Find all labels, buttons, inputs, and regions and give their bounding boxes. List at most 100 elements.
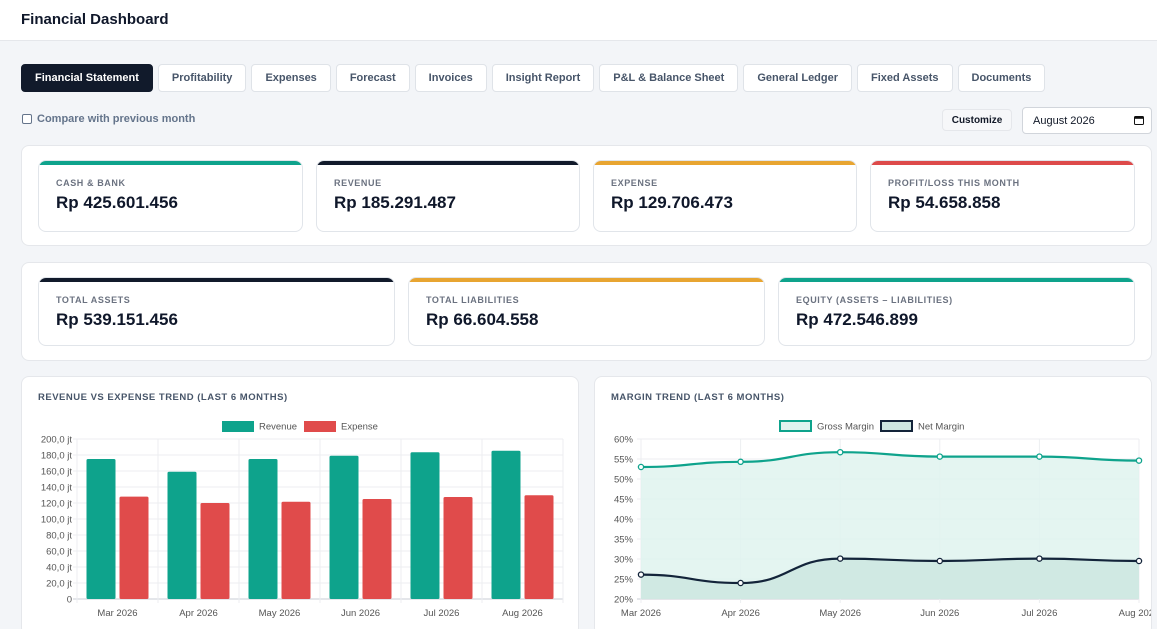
expense-bar <box>281 501 311 599</box>
compare-checkbox[interactable] <box>22 114 32 124</box>
kpi-card-total-liabilities: TOTAL LIABILITIES Rp 66.604.558 <box>408 277 765 346</box>
x-tick-label: May 2026 <box>819 608 861 619</box>
x-tick-label: Apr 2026 <box>179 608 218 619</box>
kpi-label: PROFIT/LOSS THIS MONTH <box>888 178 1020 188</box>
kpi-value: Rp 66.604.558 <box>426 310 539 329</box>
y-tick-label: 0 <box>67 595 72 606</box>
kpi-value: Rp 472.546.899 <box>796 310 918 329</box>
x-tick-label: Aug 2026 <box>1119 608 1152 619</box>
y-tick-label: 80,0 jt <box>46 531 72 542</box>
y-tick-label: 55% <box>614 455 634 466</box>
revenue-bar <box>248 459 278 599</box>
compare-toggle[interactable]: Compare with previous month <box>22 113 195 125</box>
x-tick-label: Mar 2026 <box>621 608 661 619</box>
revenue-bar <box>410 452 440 599</box>
x-tick-label: May 2026 <box>259 608 301 619</box>
top-bar: Financial Dashboard <box>0 0 1157 41</box>
y-tick-label: 30% <box>614 555 634 566</box>
y-tick-label: 40% <box>614 515 634 526</box>
tab-profitability[interactable]: Profitability <box>157 64 247 92</box>
chart-title: REVENUE VS EXPENSE TREND (LAST 6 MONTHS) <box>38 392 288 403</box>
data-point <box>637 571 645 578</box>
tab-pl-balance-sheet[interactable]: P&L & Balance Sheet <box>599 64 739 92</box>
y-tick-label: 20,0 jt <box>46 579 72 590</box>
month-picker[interactable]: August 2026 <box>1022 107 1152 134</box>
revenue-bar <box>491 450 521 599</box>
y-tick-label: 45% <box>614 495 634 506</box>
calendar-icon[interactable] <box>1134 115 1144 125</box>
data-point <box>1036 453 1043 460</box>
kpi-label: CASH & BANK <box>56 178 126 188</box>
legend-label: Net Margin <box>918 422 964 433</box>
kpi-card-expense: EXPENSE Rp 129.706.473 <box>593 160 857 232</box>
y-tick-label: 160,0 jt <box>41 467 73 478</box>
kpi-card-revenue: REVENUE Rp 185.291.487 <box>316 160 580 232</box>
kpi-card-profit-loss: PROFIT/LOSS THIS MONTH Rp 54.658.858 <box>870 160 1135 232</box>
kpi-accent <box>594 161 856 165</box>
kpi-value: Rp 425.601.456 <box>56 193 178 212</box>
kpi-value: Rp 54.658.858 <box>888 193 1001 212</box>
revenue-bar <box>86 459 116 599</box>
kpi-label: TOTAL LIABILITIES <box>426 295 520 305</box>
kpi-accent <box>39 278 394 282</box>
kpi-label: REVENUE <box>334 178 382 188</box>
x-tick-label: Jul 2026 <box>1021 608 1057 619</box>
tab-bar: Financial Statement Profitability Expens… <box>21 64 1046 92</box>
tab-invoices[interactable]: Invoices <box>414 64 487 92</box>
tab-forecast[interactable]: Forecast <box>335 64 410 92</box>
legend-label: Expense <box>341 422 378 433</box>
kpi-label: EXPENSE <box>611 178 658 188</box>
net-margin-area <box>641 558 1139 599</box>
x-tick-label: Jun 2026 <box>341 608 380 619</box>
margin-chart-panel: MARGIN TREND (LAST 6 MONTHS) 20% 25% 30% 35… <box>594 376 1152 629</box>
y-tick-label: 100,0 jt <box>41 515 73 526</box>
kpi-accent <box>39 161 302 165</box>
chart-title: MARGIN TREND (LAST 6 MONTHS) <box>611 392 785 403</box>
data-point <box>836 448 844 456</box>
x-tick-label: Jun 2026 <box>920 608 959 619</box>
kpi-card-equity: EQUITY (ASSETS – LIABILITIES) Rp 472.546… <box>778 277 1135 346</box>
tab-expenses[interactable]: Expenses <box>251 64 331 92</box>
page-title: Financial Dashboard <box>21 11 169 28</box>
legend-swatch <box>779 420 812 432</box>
customize-button[interactable]: Customize <box>942 109 1012 131</box>
margin-trend-chart: 20% 25% 30% 35% 40% 45% 50% 55% 60% Mar 2026 Apr 2… <box>614 420 1152 619</box>
tab-general-ledger[interactable]: General Ledger <box>743 64 853 92</box>
data-point <box>737 579 744 587</box>
legend-swatch <box>222 421 254 432</box>
y-tick-label: 25% <box>614 575 634 586</box>
expense-bar <box>362 499 392 599</box>
y-tick-label: 200,0 jt <box>41 435 73 446</box>
y-tick-label: 35% <box>614 535 634 546</box>
y-tick-label: 140,0 jt <box>41 483 73 494</box>
y-tick-label: 60,0 jt <box>46 547 72 558</box>
data-point <box>936 453 944 460</box>
compare-label: Compare with previous month <box>37 113 196 125</box>
data-point <box>1036 555 1043 562</box>
expense-bar <box>200 503 230 599</box>
revenue-bar <box>167 471 197 599</box>
kpi-value: Rp 129.706.473 <box>611 193 733 212</box>
revenue-expense-chart-panel: REVENUE VS EXPENSE TREND (LAST 6 MONTHS)… <box>21 376 579 629</box>
x-tick-label: Apr 2026 <box>721 608 760 619</box>
expense-bar <box>524 495 554 599</box>
kpi-value: Rp 185.291.487 <box>334 193 456 212</box>
y-tick-label: 120,0 jt <box>41 499 73 510</box>
expense-bar <box>443 497 473 599</box>
y-tick-label: 20% <box>614 595 634 606</box>
legend-label: Revenue <box>259 422 297 433</box>
tab-documents[interactable]: Documents <box>957 64 1046 92</box>
tab-fixed-assets[interactable]: Fixed Assets <box>857 64 953 92</box>
data-point <box>836 555 844 562</box>
revenue-expense-chart: 0 20,0 jt 40,0 jt 60,0 jt 80,0 jt 100,0 jt 120… <box>41 421 564 619</box>
y-tick-label: 40,0 jt <box>46 563 72 574</box>
tab-insight-report[interactable]: Insight Report <box>491 64 595 92</box>
gross-margin-line <box>640 451 1140 469</box>
data-point <box>737 458 744 466</box>
kpi-label: TOTAL ASSETS <box>56 295 131 305</box>
data-point <box>637 463 645 471</box>
x-tick-label: Mar 2026 <box>97 608 137 619</box>
tab-financial-statement[interactable]: Financial Statement <box>21 64 153 92</box>
legend-swatch <box>880 420 913 432</box>
kpi-accent <box>779 278 1134 282</box>
